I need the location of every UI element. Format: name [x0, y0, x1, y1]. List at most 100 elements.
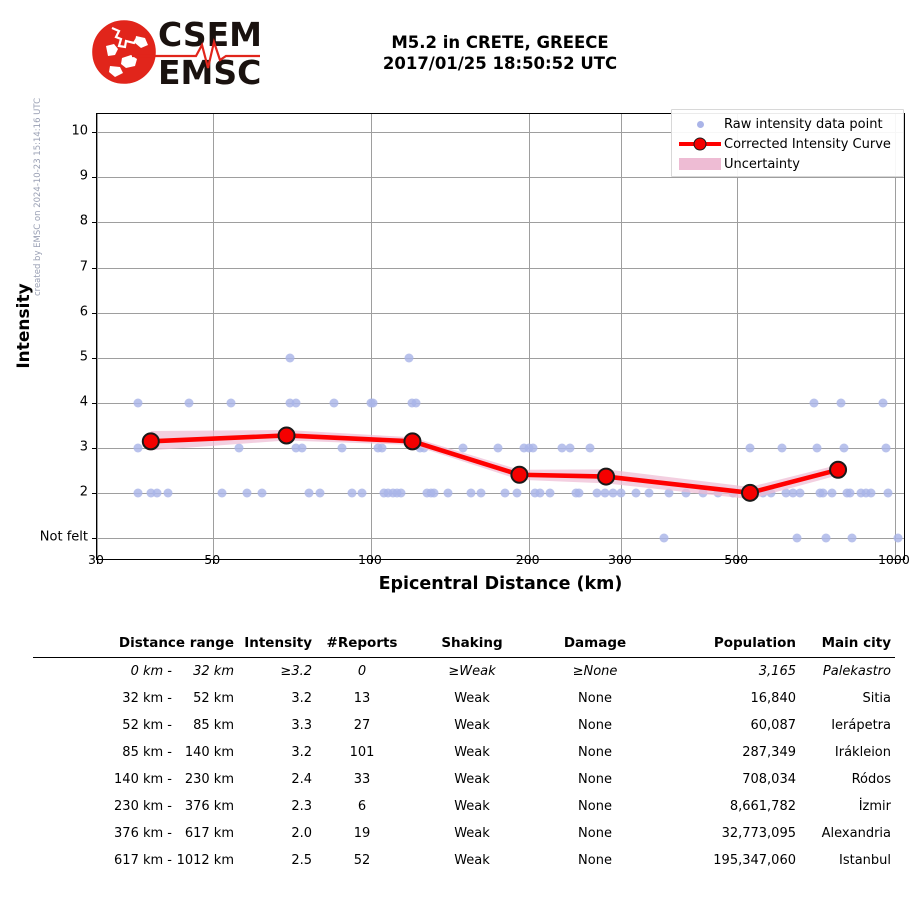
curve-point-marker [741, 483, 760, 502]
grid-line-horizontal [97, 538, 904, 540]
cell-damage: None [578, 826, 612, 841]
cell-population: 708,034 [742, 772, 796, 787]
title-event: M5.2 in CRETE, GREECE [391, 33, 609, 52]
col-population: Population [654, 633, 800, 658]
raw-data-point [528, 443, 538, 453]
raw-data-point [866, 488, 876, 498]
cell-damage: ≥None [572, 664, 618, 679]
cell-reports: 33 [353, 772, 371, 787]
y-tick-label: 10 [71, 123, 88, 139]
grid-line-vertical [213, 114, 215, 559]
table-row: 32 km -52 km 3.2 13 Weak None 16,840 Sitia [33, 685, 895, 712]
cell-shaking: Weak [454, 745, 490, 760]
x-tick-mark [528, 559, 530, 564]
cell-intensity: 3.2 [291, 691, 312, 706]
raw-data-point [585, 443, 595, 453]
cell-population: 3,165 [758, 664, 796, 679]
raw-data-point [285, 398, 295, 408]
raw-data-point [368, 398, 378, 408]
cell-population: 287,349 [742, 745, 796, 760]
legend-item-uncertainty: Uncertainty [676, 154, 897, 174]
raw-data-point [500, 488, 510, 498]
x-tick-mark [620, 559, 622, 564]
csem-emsc-logo: CSEM EMSC [92, 12, 262, 92]
raw-data-point [600, 488, 610, 498]
raw-data-point [291, 398, 301, 408]
x-tick-label: 30 [88, 552, 104, 567]
raw-data-point [411, 398, 421, 408]
uncertainty-swatch-icon [676, 154, 724, 174]
y-tick-mark [92, 177, 97, 179]
raw-data-point [557, 443, 567, 453]
raw-point-swatch-icon [676, 114, 724, 134]
raw-data-point [357, 488, 367, 498]
x-tick-mark [737, 559, 739, 564]
legend-label-curve: Corrected Intensity Curve [724, 136, 891, 152]
raw-data-point [152, 488, 162, 498]
y-tick-label: 4 [79, 394, 88, 410]
cell-population: 32,773,095 [721, 826, 796, 841]
col-main-city: Main city [800, 633, 895, 658]
cell-main-city: Irákleion [834, 745, 891, 760]
grid-line-horizontal [97, 267, 904, 269]
page-title: M5.2 in CRETE, GREECE 2017/01/25 18:50:5… [280, 32, 720, 74]
raw-data-point [329, 398, 339, 408]
cell-distance-range: 32 km -52 km [122, 691, 234, 706]
cell-intensity: 2.4 [291, 772, 312, 787]
raw-data-point [795, 488, 805, 498]
raw-data-point [242, 488, 252, 498]
cell-shaking: Weak [454, 718, 490, 733]
legend-item-raw-point: Raw intensity data point [676, 114, 897, 134]
table-row: 376 km -617 km 2.0 19 Weak None 32,773,095 Ale… [33, 820, 895, 847]
y-axis-label: Intensity [14, 283, 34, 369]
cell-shaking: ≥Weak [448, 664, 496, 679]
table-row: 0 km -32 km ≥3.2 0 ≥Weak ≥None 3,165 Palekastr… [33, 658, 895, 686]
cell-intensity: 3.2 [291, 745, 312, 760]
grid-line-vertical [97, 114, 98, 559]
y-tick-label: 2 [79, 484, 88, 500]
x-tick-mark [370, 559, 372, 564]
cell-damage: None [578, 799, 612, 814]
raw-data-point [347, 488, 357, 498]
raw-data-point [291, 443, 301, 453]
curve-point-marker [277, 426, 296, 445]
raw-data-point [861, 488, 871, 498]
raw-data-point [545, 488, 555, 498]
col-shaking: Shaking [408, 633, 536, 658]
raw-data-point [257, 488, 267, 498]
y-tick-mark [92, 132, 97, 134]
raw-data-point [285, 353, 295, 363]
cell-intensity: 2.5 [291, 853, 312, 868]
raw-data-point [535, 488, 545, 498]
raw-data-point [396, 488, 406, 498]
intensity-chart: Intensity Epicentral Distance (km) Raw i… [0, 100, 915, 620]
raw-data-point [512, 488, 522, 498]
raw-data-point [809, 398, 819, 408]
cell-intensity: 2.3 [291, 799, 312, 814]
cell-population: 16,840 [750, 691, 797, 706]
grid-line-vertical [620, 114, 622, 559]
legend-label-raw: Raw intensity data point [724, 116, 883, 132]
cell-shaking: Weak [454, 691, 490, 706]
curve-point-marker [403, 432, 422, 451]
cell-reports: 19 [353, 826, 371, 841]
raw-data-point [792, 533, 802, 543]
x-tick-mark [97, 559, 98, 564]
cell-shaking: Weak [454, 799, 490, 814]
table-row: 140 km -230 km 2.4 33 Weak None 708,034 Ródos [33, 766, 895, 793]
cell-damage: None [578, 853, 612, 868]
raw-data-point [234, 443, 244, 453]
cell-distance-range: 140 km -230 km [114, 772, 234, 787]
y-tick-label: 9 [79, 168, 88, 184]
col-intensity: Intensity [238, 633, 316, 658]
legend-label-uncertainty: Uncertainty [724, 156, 800, 172]
raw-data-point [616, 488, 626, 498]
cell-reports: 52 [353, 853, 371, 868]
col-reports: #Reports [316, 633, 408, 658]
summary-table-wrap: Distance range Intensity #Reports Shakin… [0, 633, 915, 874]
raw-data-point [519, 443, 529, 453]
raw-data-point [836, 398, 846, 408]
raw-data-point [856, 488, 866, 498]
x-tick-label: 300 [608, 552, 632, 567]
page-header: CSEM EMSC M5.2 in CRETE, GREECE 2017/01/… [0, 0, 915, 100]
